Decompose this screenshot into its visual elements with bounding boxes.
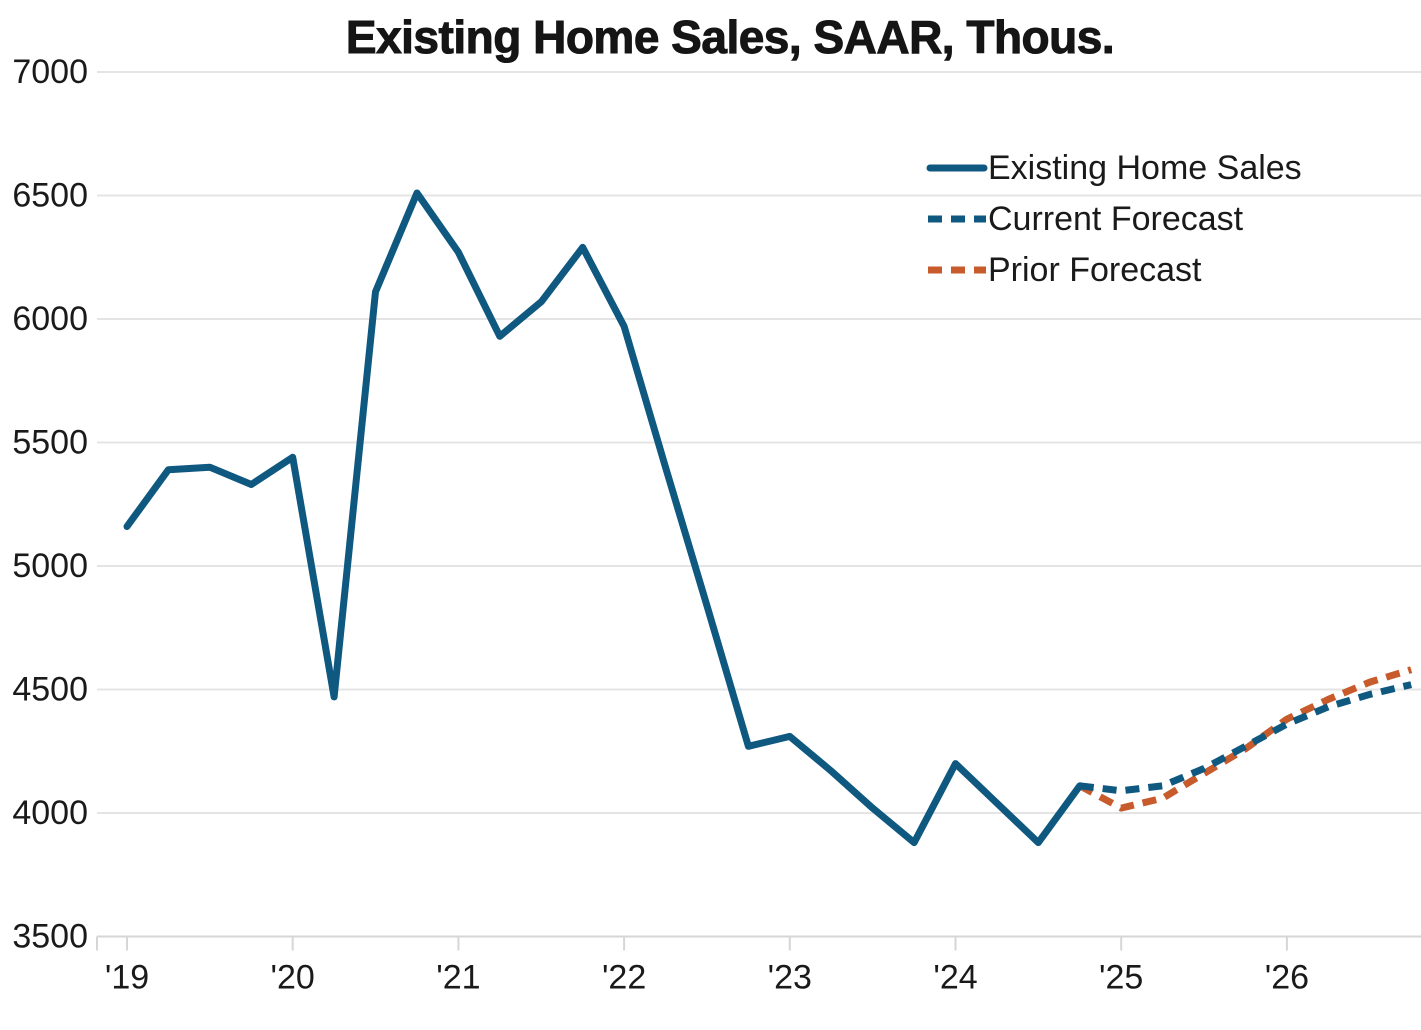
y-axis-label: 5500 bbox=[12, 424, 88, 462]
dashed-line-swatch-icon bbox=[928, 215, 986, 223]
y-axis-label: 6000 bbox=[12, 300, 88, 338]
y-axis-label: 6500 bbox=[12, 177, 88, 215]
y-axis-label: 3500 bbox=[12, 918, 88, 956]
legend-label-prior-forecast: Prior Forecast bbox=[988, 250, 1202, 289]
x-axis-label: '26 bbox=[1265, 959, 1309, 997]
y-axis-label: 7000 bbox=[12, 53, 88, 91]
x-axis-label: '21 bbox=[436, 959, 480, 997]
legend-item-existing-home-sales: Existing Home Sales bbox=[926, 142, 1302, 193]
legend-item-current-forecast: Current Forecast bbox=[926, 193, 1302, 244]
y-axis-label: 5000 bbox=[12, 547, 88, 585]
y-axis-label: 4500 bbox=[12, 671, 88, 709]
x-axis-label: '23 bbox=[768, 959, 812, 997]
line-current-forecast bbox=[1079, 681, 1413, 795]
x-axis-label: '20 bbox=[271, 959, 315, 997]
line-existing-home-sales bbox=[123, 189, 1084, 847]
legend: Existing Home Sales Current Forecast Pri… bbox=[926, 142, 1302, 295]
x-axis-label: '19 bbox=[105, 959, 149, 997]
solid-line-swatch-icon bbox=[926, 164, 988, 172]
x-axis-label: '24 bbox=[933, 959, 977, 997]
dashed-line-swatch-icon bbox=[928, 266, 986, 274]
y-axis-label: 4000 bbox=[12, 794, 88, 832]
x-axis-label: '22 bbox=[602, 959, 646, 997]
x-axis-label: '25 bbox=[1099, 959, 1143, 997]
legend-label-current-forecast: Current Forecast bbox=[988, 199, 1244, 238]
legend-label-existing-home-sales: Existing Home Sales bbox=[988, 148, 1302, 187]
legend-item-prior-forecast: Prior Forecast bbox=[926, 244, 1302, 295]
chart-title: Existing Home Sales, SAAR, Thous. bbox=[345, 11, 1115, 64]
